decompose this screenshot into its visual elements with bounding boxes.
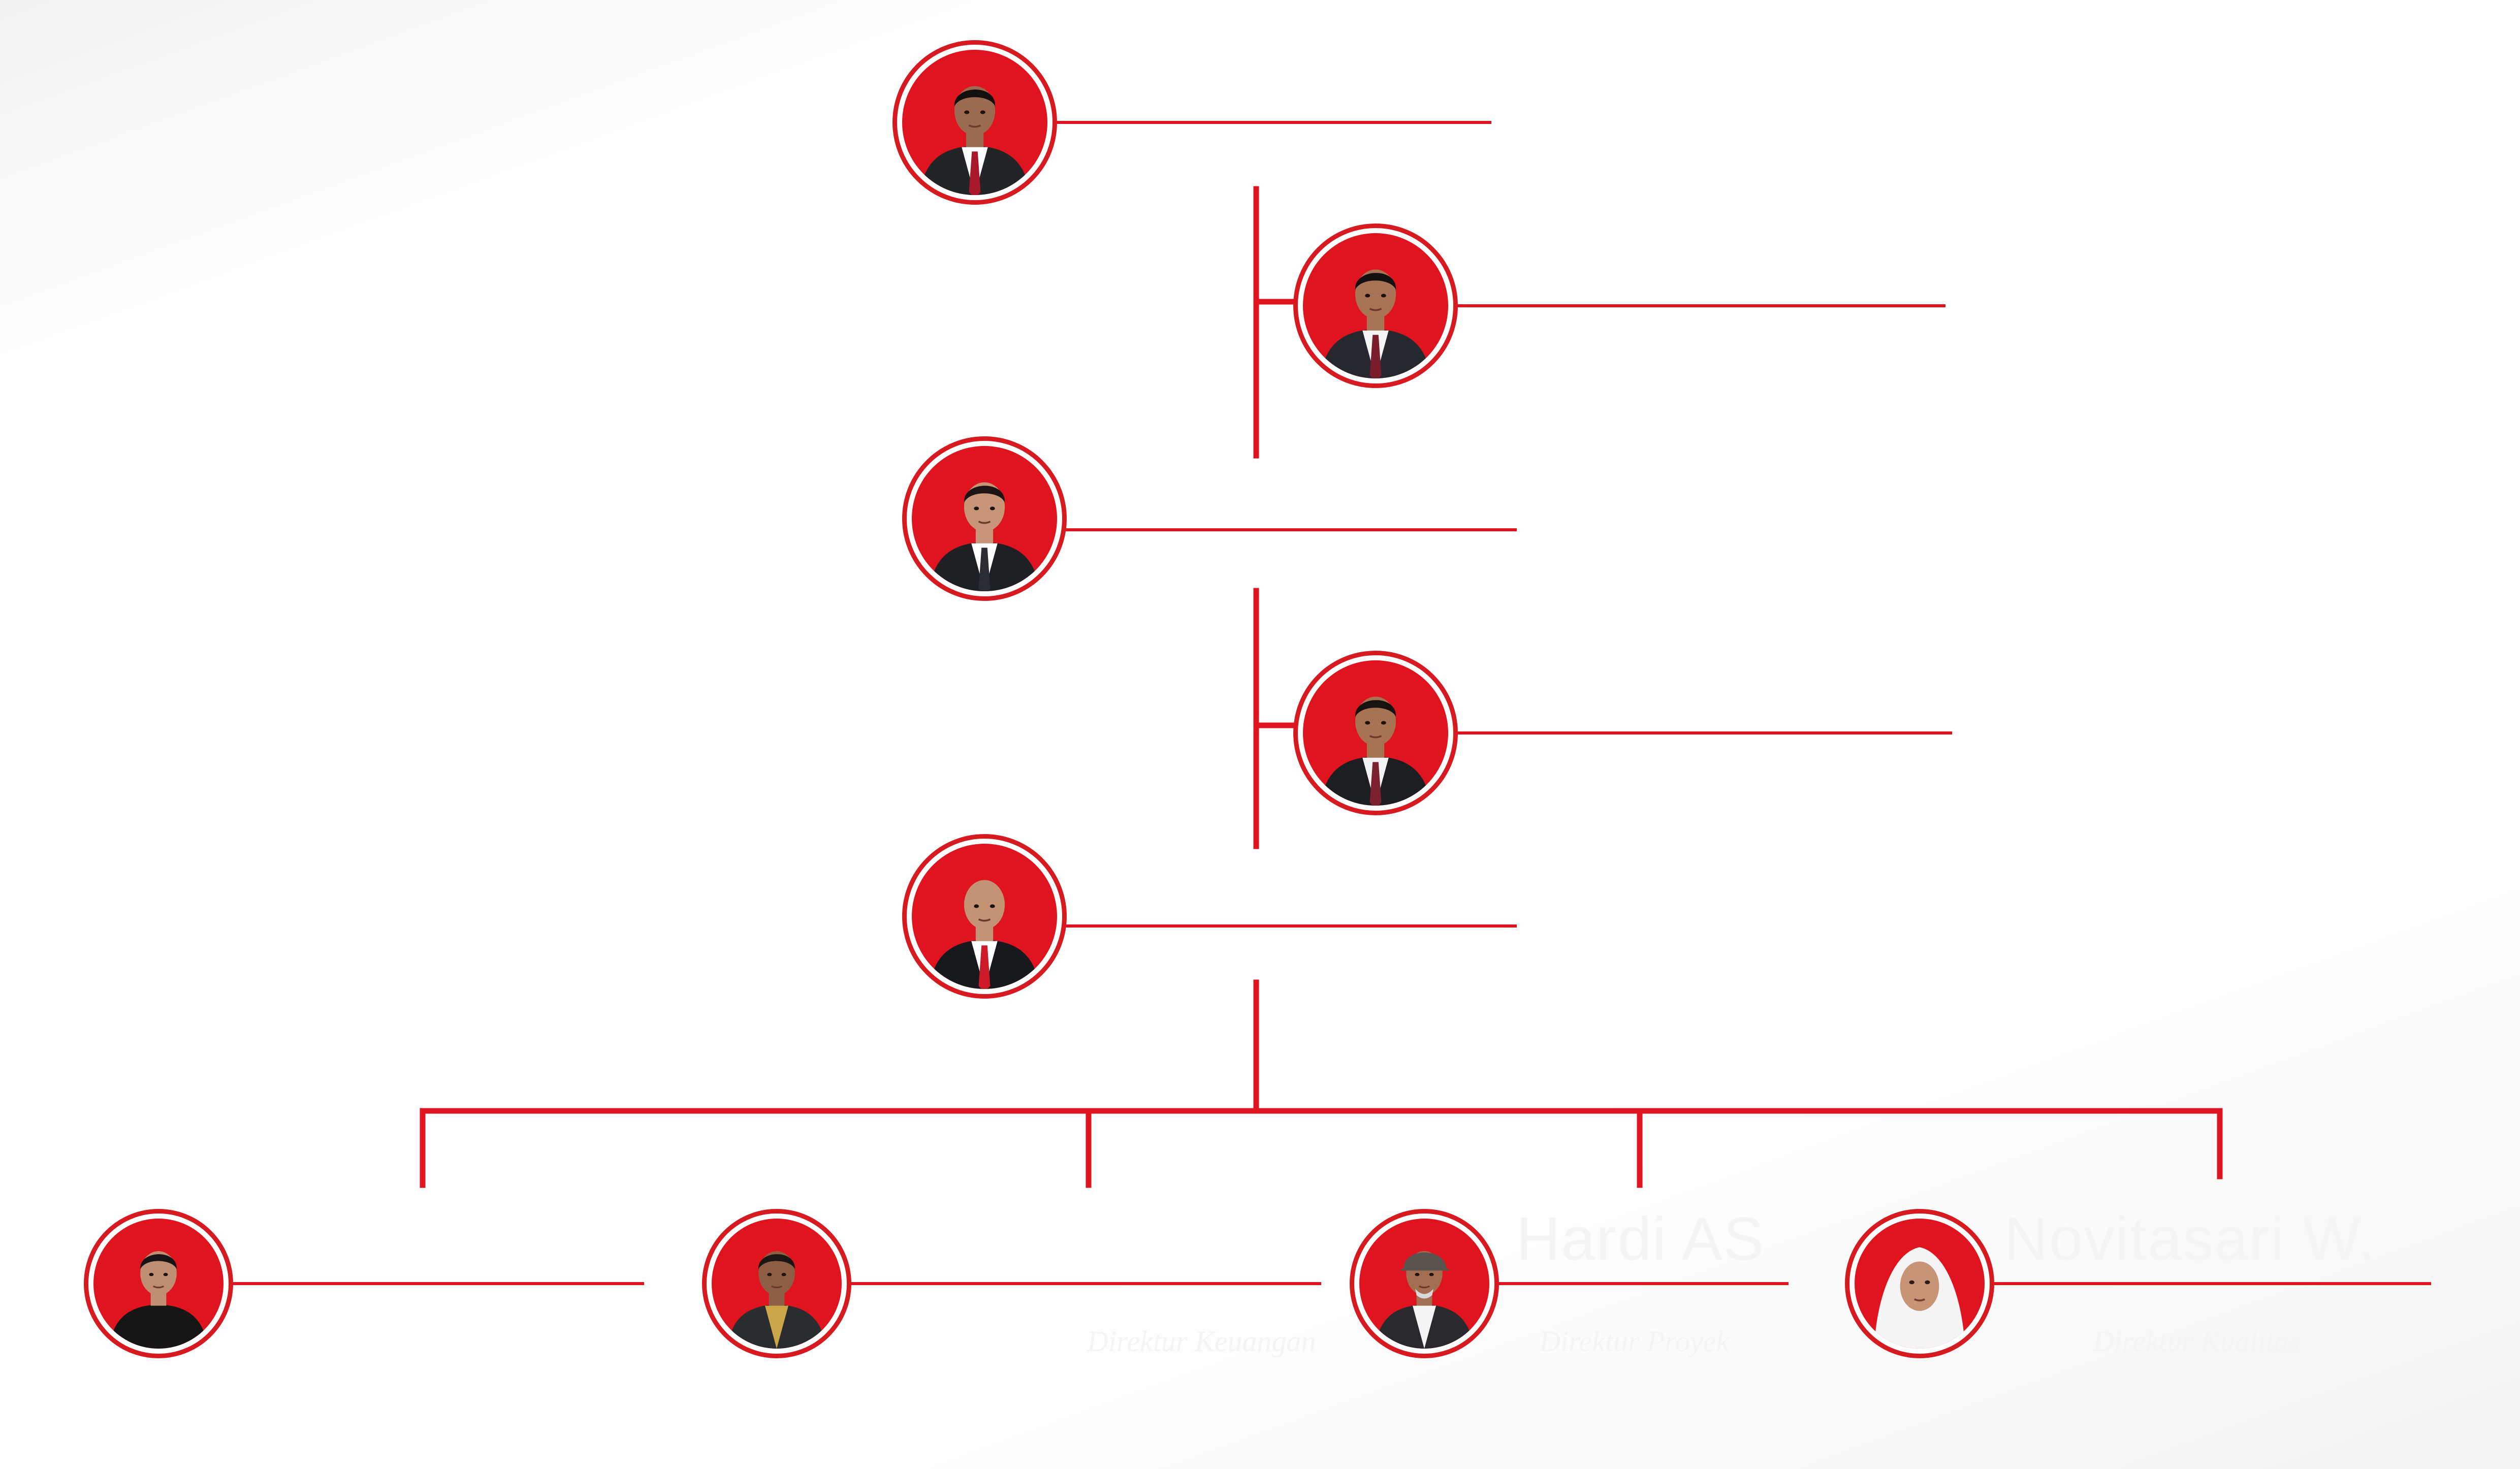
m8-portrait [1359, 1219, 1489, 1349]
m9-portrait [1855, 1219, 1985, 1349]
m9-role: Direktur Kualitas [2093, 1325, 2301, 1358]
m9-name: Novitasari W. [2004, 1205, 2376, 1273]
m3-photo [902, 436, 1067, 601]
m1-photo [892, 40, 1057, 205]
m7-portrait [712, 1219, 842, 1349]
m8-photo [1350, 1209, 1499, 1358]
m6-photo [84, 1209, 233, 1358]
m2-portrait [1303, 233, 1448, 378]
m2-photo [1293, 223, 1458, 388]
m8-name: Hardi AS [1516, 1205, 1765, 1273]
m4-portrait [1303, 660, 1448, 806]
m1-portrait [902, 50, 1047, 195]
m5-photo [902, 834, 1067, 999]
m7-photo [702, 1209, 851, 1358]
m3-portrait [912, 446, 1057, 591]
m7-role: Direktur Keuangan [1087, 1325, 1316, 1358]
m5-portrait [912, 844, 1057, 989]
m9-photo [1845, 1209, 1994, 1358]
m8-role: Direktur Proyek [1539, 1325, 1730, 1358]
m4-photo [1293, 651, 1458, 815]
m6-portrait [93, 1219, 224, 1349]
